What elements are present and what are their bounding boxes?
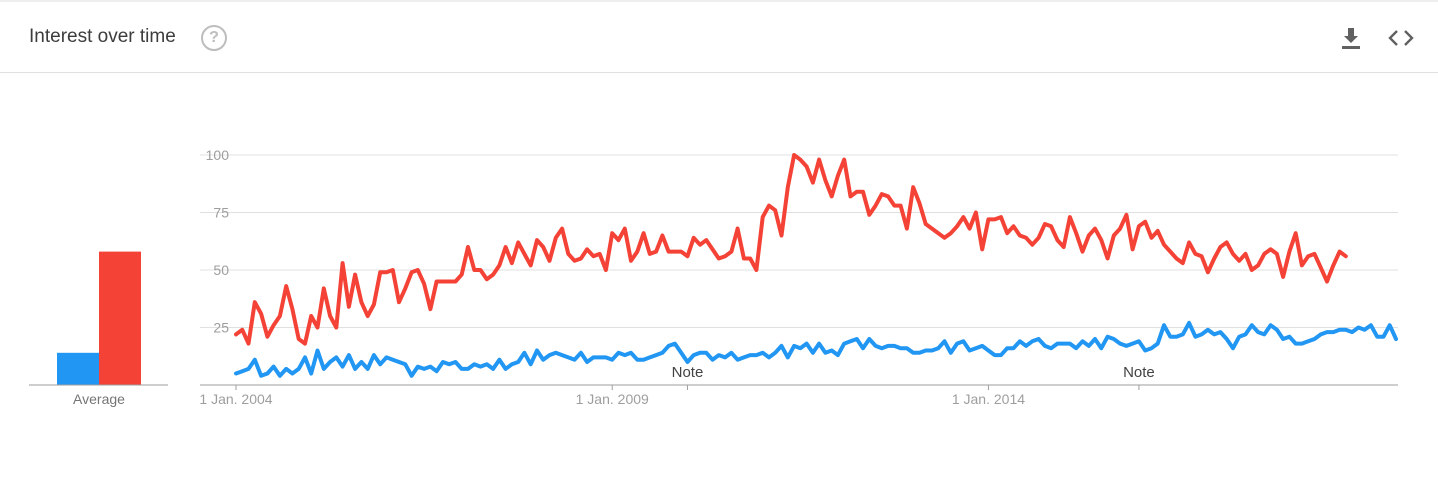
help-icon[interactable]: ? [201, 25, 227, 51]
chart-area: Average 25 50 75 100 1 Jan. 2004 1 Jan. 2009 1… [29, 147, 1398, 407]
series-line-2 [234, 153, 1348, 346]
interest-line-chart: 25 50 75 100 1 Jan. 2004 1 Jan. 2009 1 Jan. 20… [199, 147, 1398, 407]
download-icon [1342, 28, 1360, 49]
y-tick-label: 50 [213, 262, 229, 278]
average-bar-2 [99, 251, 141, 385]
y-tick-label: 25 [213, 320, 229, 336]
card-title: Interest over time [29, 26, 176, 47]
embed-button[interactable] [1387, 24, 1415, 52]
x-tick-label: 1 Jan. 2009 [576, 391, 649, 407]
series-line-1 [234, 320, 1398, 378]
card-header: Interest over time ? [0, 2, 1438, 73]
y-tick-label: 100 [206, 147, 230, 163]
download-button[interactable] [1337, 24, 1365, 52]
average-bar-chart: Average [29, 251, 168, 407]
note-annotation: Note [672, 364, 704, 381]
x-tick-label: 1 Jan. 2004 [199, 391, 272, 407]
average-bar-1 [57, 352, 99, 385]
note-annotation: Note [1123, 364, 1155, 381]
x-tick-label: 1 Jan. 2014 [952, 391, 1025, 407]
average-label: Average [73, 391, 125, 407]
y-tick-label: 75 [213, 205, 229, 221]
embed-code-icon [1388, 30, 1414, 46]
